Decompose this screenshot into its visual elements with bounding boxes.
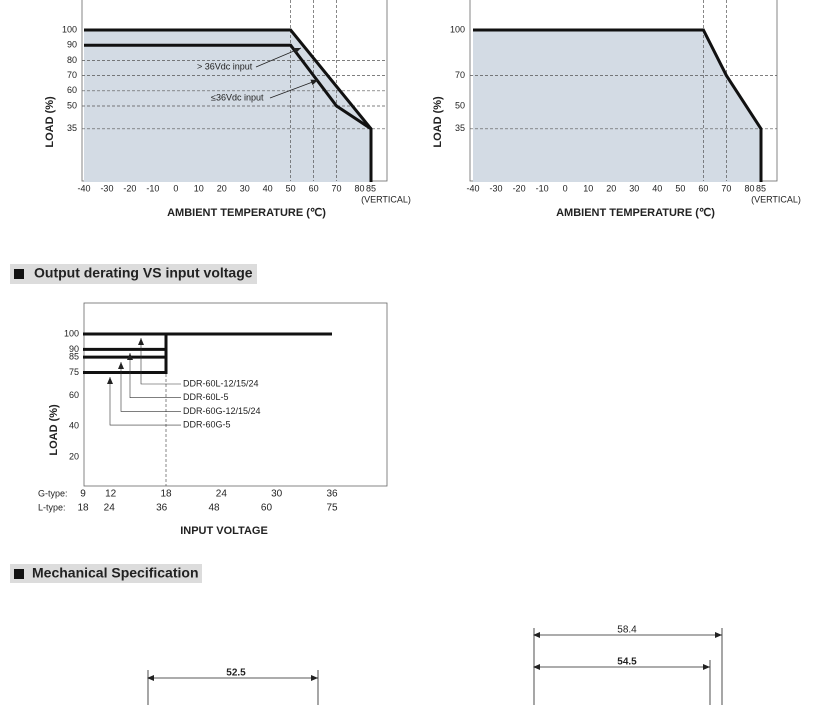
- y-tick-label: 40: [69, 421, 79, 431]
- y-tick-label: 50: [455, 100, 465, 110]
- derating-curve: [84, 28, 373, 182]
- x-tick-label: 80: [355, 183, 365, 193]
- x-tick-label: 70: [332, 183, 342, 193]
- section-heading: Mechanical Specification: [32, 565, 199, 581]
- annotation: ≤36Vdc input: [211, 92, 264, 102]
- y-tick-label: 75: [69, 367, 79, 377]
- x-tick-label: 50: [675, 183, 685, 193]
- y-tick-label: 85: [69, 351, 79, 361]
- x-tick-label: -20: [123, 183, 136, 193]
- model-label: DDR-60G-12/15/24: [183, 406, 261, 416]
- x-tick-label: 0: [173, 183, 178, 193]
- x-tick-label: 30: [240, 183, 250, 193]
- x-tick-label: 9: [80, 489, 86, 500]
- x-tick-label: 85: [366, 183, 376, 193]
- y-tick-label: 20: [69, 451, 79, 461]
- x-tick-label: 85: [756, 183, 766, 193]
- x-tick-label: -10: [146, 183, 159, 193]
- dimension-label: 52.5: [226, 668, 246, 679]
- y-tick-label: 50: [67, 100, 77, 110]
- y-axis-label: LOAD (%): [432, 96, 444, 148]
- x-tick-label: 60: [261, 503, 273, 514]
- x-axis-note: (VERTICAL): [361, 194, 411, 204]
- model-pointer: [138, 338, 181, 385]
- x-tick-label: 70: [721, 183, 731, 193]
- x-row-label: G-type:: [38, 488, 68, 498]
- x-tick-label: 60: [698, 183, 708, 193]
- y-tick-label: 100: [450, 24, 465, 34]
- x-tick-label: 30: [629, 183, 639, 193]
- x-tick-label: 36: [326, 489, 338, 500]
- x-tick-label: 50: [286, 183, 296, 193]
- derating-curve: [473, 28, 763, 182]
- heading-bg: [10, 564, 202, 583]
- x-axis-label: INPUT VOLTAGE: [180, 525, 268, 537]
- y-tick-label: 35: [455, 123, 465, 133]
- x-tick-label: 18: [160, 489, 172, 500]
- derating-curve: [84, 43, 372, 131]
- dimension-label: 58.4: [617, 625, 637, 636]
- model-pointer: [118, 362, 181, 412]
- x-row-label: L-type:: [38, 502, 66, 512]
- section-heading: Output derating VS input voltage: [34, 265, 253, 281]
- y-tick-label: 35: [67, 123, 77, 133]
- y-tick-label: 100: [64, 328, 79, 338]
- y-tick-label: 90: [69, 344, 79, 354]
- x-tick-label: 10: [583, 183, 593, 193]
- x-tick-label: -30: [490, 183, 503, 193]
- heading-bg: [10, 264, 257, 284]
- dimension-drawing: [147, 628, 723, 705]
- y-tick-label: 100: [62, 24, 77, 34]
- x-tick-label: 75: [326, 503, 338, 514]
- x-tick-label: -30: [100, 183, 113, 193]
- y-tick-label: 80: [67, 55, 77, 65]
- x-tick-label: 40: [263, 183, 273, 193]
- y-tick-label: 90: [67, 40, 77, 50]
- model-label: DDR-60L-5: [183, 392, 229, 402]
- model-pointer: [127, 353, 181, 399]
- x-tick-label: -40: [466, 183, 479, 193]
- plot-area: [83, 302, 388, 487]
- x-tick-label: 60: [309, 183, 319, 193]
- heading-bullet: [14, 569, 24, 579]
- x-tick-label: 18: [77, 503, 89, 514]
- annotation-arrow: [269, 79, 319, 99]
- annotation-arrow: [255, 47, 302, 68]
- y-tick-label: 60: [69, 390, 79, 400]
- model-label: DDR-60G-5: [183, 419, 231, 429]
- x-tick-label: 40: [652, 183, 662, 193]
- y-tick-label: 60: [67, 85, 77, 95]
- heading-bullet: [14, 269, 24, 279]
- x-tick-label: 12: [105, 489, 117, 500]
- y-tick-label: 70: [67, 70, 77, 80]
- x-axis-note: (VERTICAL): [751, 194, 801, 204]
- y-axis-label: LOAD (%): [44, 96, 56, 148]
- dimension-label: 54.5: [617, 657, 637, 668]
- x-tick-label: 36: [156, 503, 168, 514]
- x-tick-label: 10: [194, 183, 204, 193]
- x-axis-label: AMBIENT TEMPERATURE (℃): [556, 207, 715, 219]
- x-tick-label: -10: [536, 183, 549, 193]
- x-tick-label: 24: [104, 503, 116, 514]
- x-tick-label: 30: [271, 489, 283, 500]
- model-label: DDR-60L-12/15/24: [183, 378, 259, 388]
- annotation: > 36Vdc input: [197, 61, 253, 71]
- derating-curve: [83, 334, 168, 374]
- y-tick-label: 70: [455, 70, 465, 80]
- x-tick-label: 20: [217, 183, 227, 193]
- x-tick-label: 48: [208, 503, 220, 514]
- shaded-area: [473, 30, 761, 182]
- x-tick-label: -20: [513, 183, 526, 193]
- x-tick-label: -40: [77, 183, 90, 193]
- x-tick-label: 24: [216, 489, 228, 500]
- x-tick-label: 20: [606, 183, 616, 193]
- x-tick-label: 0: [563, 183, 568, 193]
- model-pointer: [107, 377, 181, 426]
- y-axis-label: LOAD (%): [48, 404, 60, 456]
- x-axis-label: AMBIENT TEMPERATURE (℃): [167, 207, 326, 219]
- x-tick-label: 80: [744, 183, 754, 193]
